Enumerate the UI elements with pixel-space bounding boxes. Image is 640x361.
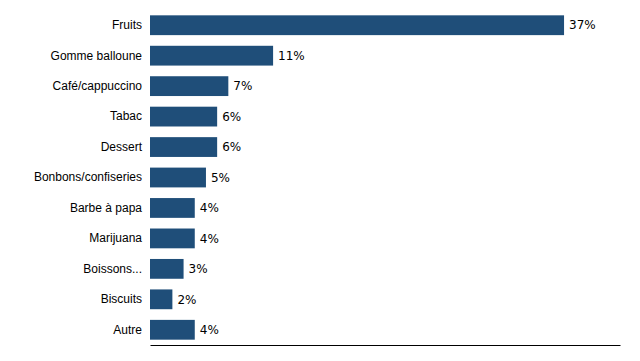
y-tick: Biscuits [101,292,150,306]
y-tick: Marijuana [89,231,150,245]
y-tick-label: Autre [113,323,142,337]
data-label: 6% [222,110,241,124]
bar [150,137,217,157]
x-axis [151,345,621,346]
bar [150,46,273,66]
y-tick: Gomme balloune [51,49,150,63]
y-tick-label: Marijuana [89,231,142,245]
bars [150,15,564,339]
plot-area: 37% 11% 7% 6% 6% 5% 4% 4% 3% 2% 4% Fruits Gomme ball… [34,15,621,345]
y-tick: Café/cappuccino [53,79,150,93]
bar [150,198,195,218]
x-axis-line [151,345,621,346]
y-tick: Barbe à papa [70,201,150,215]
bar [150,15,564,35]
y-tick: Fruits [112,18,150,32]
bar [150,107,217,127]
data-label: 4% [200,232,219,246]
y-tick-label: Fruits [112,18,142,32]
y-tick-label: Biscuits [101,292,142,306]
y-tick: Bonbons/confiseries [34,170,150,184]
bar [150,289,172,309]
bar [150,229,195,249]
data-label: 4% [200,201,219,215]
data-labels: 37% 11% 7% 6% 6% 5% 4% 4% 3% 2% 4% [177,18,595,337]
data-label: 7% [233,79,252,93]
y-axis: Fruits Gomme balloune Café/cappuccino Tabac… [34,18,150,337]
y-tick-label: Café/cappuccino [53,79,143,93]
data-label: 6% [222,140,241,154]
chart-svg: 37% 11% 7% 6% 6% 5% 4% 4% 3% 2% 4% Fruits Gomme ball… [0,0,640,361]
y-tick-label: Tabac [110,109,142,123]
data-label: 37% [569,18,596,32]
data-label: 3% [189,262,208,276]
y-tick: Autre [113,323,150,337]
y-tick: Tabac [110,109,150,123]
y-tick-label: Barbe à papa [70,201,142,215]
bar [150,259,184,279]
y-tick-label: Gomme balloune [51,49,143,63]
data-label: 2% [177,293,196,307]
y-tick-label: Dessert [101,140,143,154]
y-tick: Dessert [101,140,150,154]
bar [150,76,228,96]
y-tick-label: Boissons... [83,262,142,276]
data-label: 5% [211,171,230,185]
bar [150,320,195,340]
y-tick: Boissons... [83,262,150,276]
data-label: 4% [200,323,219,337]
data-label: 11% [278,49,305,63]
bar [150,168,206,188]
y-tick-label: Bonbons/confiseries [34,170,142,184]
